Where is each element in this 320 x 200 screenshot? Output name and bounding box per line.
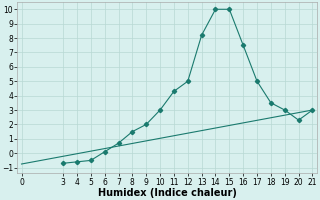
X-axis label: Humidex (Indice chaleur): Humidex (Indice chaleur) [98,188,236,198]
